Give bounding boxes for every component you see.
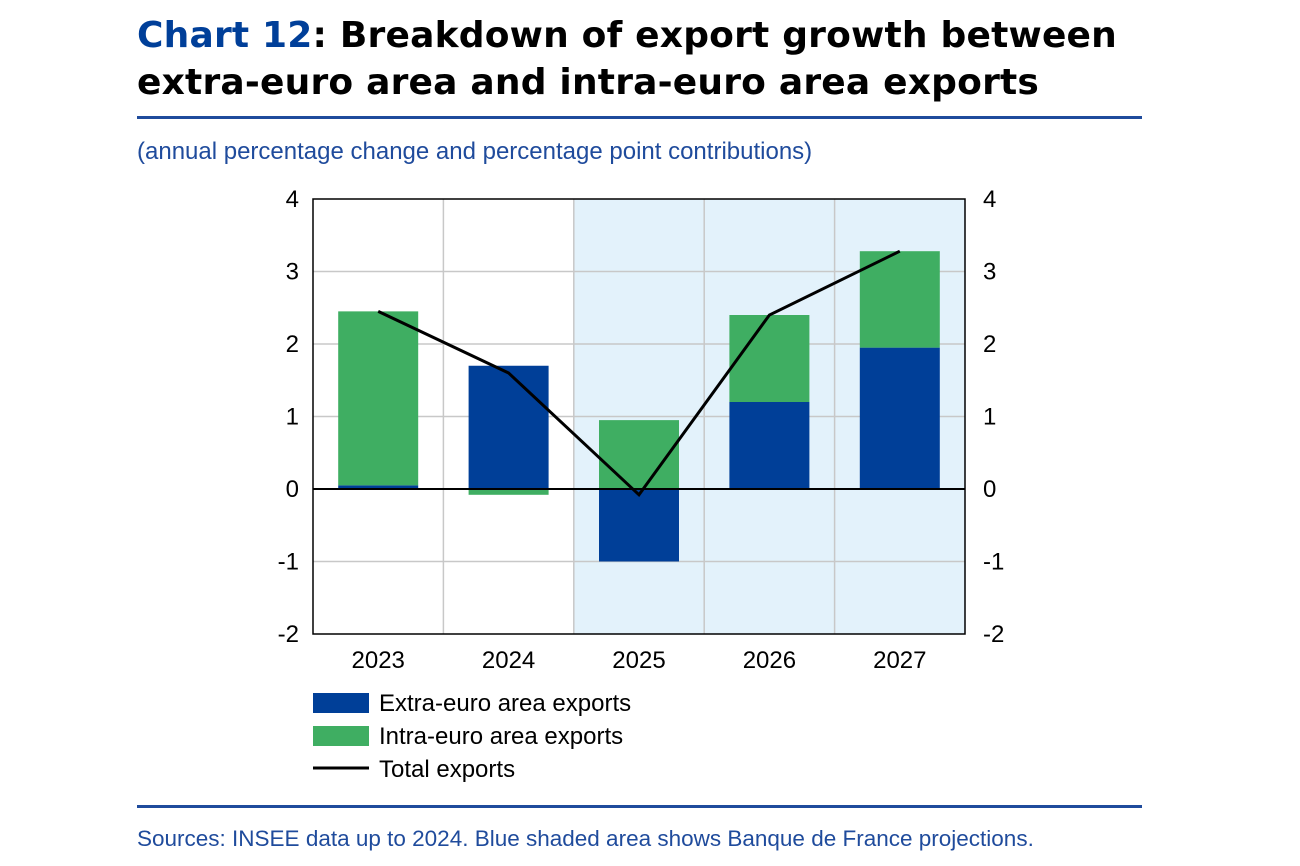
legend: Extra-euro area exports Intra-euro area e… (313, 690, 631, 783)
y-tick-left: 0 (286, 476, 299, 503)
extra-euro-bar-2024 (468, 365, 549, 489)
x-tick-2023: 2023 (352, 647, 405, 674)
extra-euro-bar-2025 (599, 489, 679, 562)
extra-euro-bar-2023 (338, 485, 419, 489)
plot-border (312, 198, 966, 635)
chart-subtitle: (annual percentage change and percentage… (137, 138, 813, 165)
y-tick-right: 2 (983, 331, 996, 358)
y-tick-left: -1 (278, 549, 299, 576)
total-exports-line (377, 249, 901, 498)
source-note: Sources: INSEE data up to 2024. Blue sha… (137, 826, 1034, 851)
x-tick-2025: 2025 (612, 647, 665, 674)
y-tick-right: 1 (983, 404, 996, 431)
intra-euro-bar-2023 (338, 311, 419, 486)
title-rule (137, 116, 1142, 119)
x-tick-2027: 2027 (873, 647, 926, 674)
intra-euro-bar-2024 (468, 489, 549, 495)
intra-euro-bar-2025 (599, 420, 679, 489)
intra-euro-bar-2027 (859, 251, 940, 348)
y-tick-right: 4 (983, 186, 996, 213)
chart-title: Chart 12: Breakdown of export growth bet… (137, 12, 1147, 106)
legend-swatch-extra (313, 693, 369, 713)
plot-frame (312, 198, 966, 635)
legend-label-total: Total exports (379, 756, 515, 783)
y-tick-right: -2 (983, 621, 1004, 648)
legend-label-intra: Intra-euro area exports (379, 723, 623, 750)
legend-swatch-intra (313, 726, 369, 746)
chart-title-text: : Breakdown of export growth between ext… (137, 15, 1118, 103)
chart-number: Chart 12 (137, 15, 313, 56)
axis-ticks: -2 -2 -1 -1 0 0 1 1 2 2 3 3 4 4 2023 2024 2025 2026 2027 (278, 186, 1005, 674)
y-tick-left: 2 (286, 331, 299, 358)
legend-label-extra: Extra-euro area exports (379, 690, 631, 717)
y-tick-left: -2 (278, 621, 299, 648)
y-tick-left: 3 (286, 259, 299, 286)
total-line-layer (377, 249, 901, 498)
y-tick-left: 1 (286, 404, 299, 431)
y-tick-right: 3 (983, 259, 996, 286)
extra-euro-bar-2026 (729, 402, 810, 489)
intra-euro-bar-2026 (729, 315, 810, 402)
y-tick-right: -1 (983, 549, 1004, 576)
y-tick-right: 0 (983, 476, 996, 503)
bars (338, 251, 940, 562)
x-tick-2026: 2026 (743, 647, 796, 674)
footer-rule (137, 805, 1142, 808)
y-tick-left: 4 (286, 186, 299, 213)
x-tick-2024: 2024 (482, 647, 535, 674)
extra-euro-bar-2027 (859, 347, 940, 489)
